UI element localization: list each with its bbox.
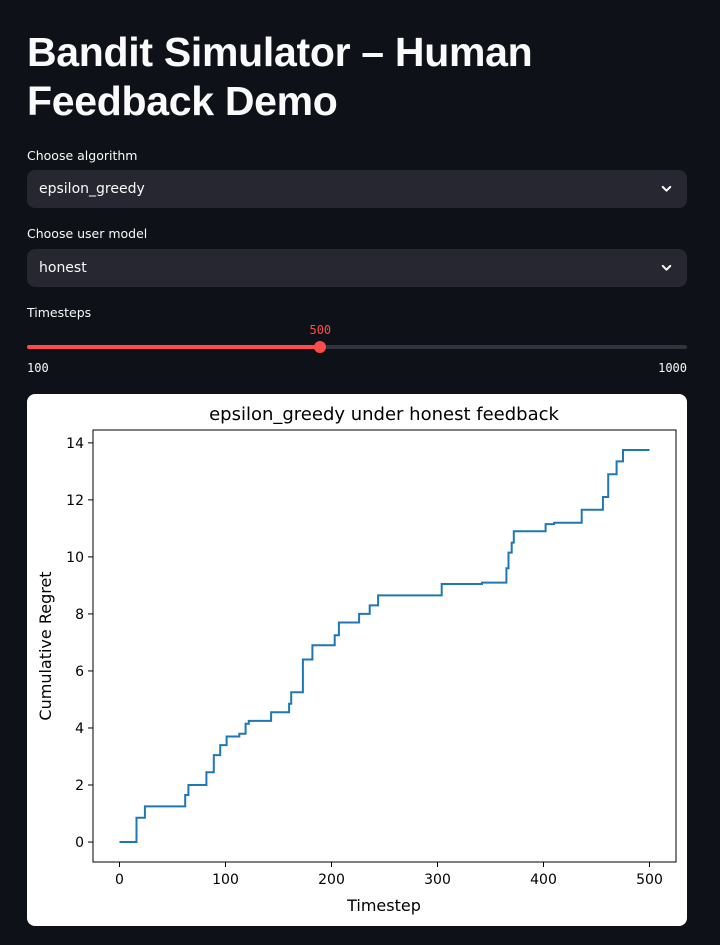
x-tick-label: 500	[636, 872, 663, 888]
x-tick-label: 0	[115, 872, 124, 888]
user-model-select-label: Choose user model	[27, 226, 148, 241]
timesteps-slider-thumb[interactable]	[314, 341, 327, 353]
x-tick-label: 100	[212, 872, 239, 888]
y-tick-label: 8	[75, 607, 84, 623]
y-tick-label: 0	[75, 835, 84, 851]
timesteps-slider-fill	[27, 345, 321, 349]
user-model-select[interactable]: honest	[27, 249, 687, 287]
chevron-down-icon	[661, 264, 672, 271]
chart-title: epsilon_greedy under honest feedback	[209, 404, 559, 425]
y-axis-label: Cumulative Regret	[36, 571, 55, 720]
algorithm-select-label: Choose algorithm	[27, 148, 138, 163]
chevron-down-icon	[661, 185, 672, 192]
y-tick-label: 4	[75, 721, 84, 737]
regret-chart: epsilon_greedy under honest feedback 0 10…	[36, 404, 677, 915]
timesteps-slider-value: 500	[309, 323, 332, 337]
y-tick-label: 10	[66, 550, 84, 566]
algorithm-select[interactable]: epsilon_greedy	[27, 170, 687, 208]
page-title: Bandit Simulator – Human Feedback Demo	[27, 29, 533, 124]
plot-frame	[92, 429, 677, 863]
y-tick-label: 12	[66, 493, 84, 509]
y-tick-label: 14	[66, 436, 84, 452]
timesteps-slider-track[interactable]	[27, 341, 687, 353]
timesteps-slider-max: 1000	[658, 361, 687, 375]
x-tick-label: 300	[424, 872, 451, 888]
user-model-select-value: honest	[39, 260, 87, 276]
y-tick-label: 2	[75, 778, 84, 794]
timesteps-slider-label: Timesteps	[27, 305, 92, 320]
regret-chart-card: epsilon_greedy under honest feedback 0 10…	[27, 394, 687, 926]
x-tick-label: 400	[530, 872, 557, 888]
x-axis-label: Timestep	[346, 896, 421, 915]
x-tick-label: 200	[318, 872, 345, 888]
series-line	[119, 449, 650, 843]
timesteps-slider-min: 100	[27, 361, 49, 375]
algorithm-select-value: epsilon_greedy	[39, 181, 145, 197]
y-tick-label: 6	[75, 664, 84, 680]
